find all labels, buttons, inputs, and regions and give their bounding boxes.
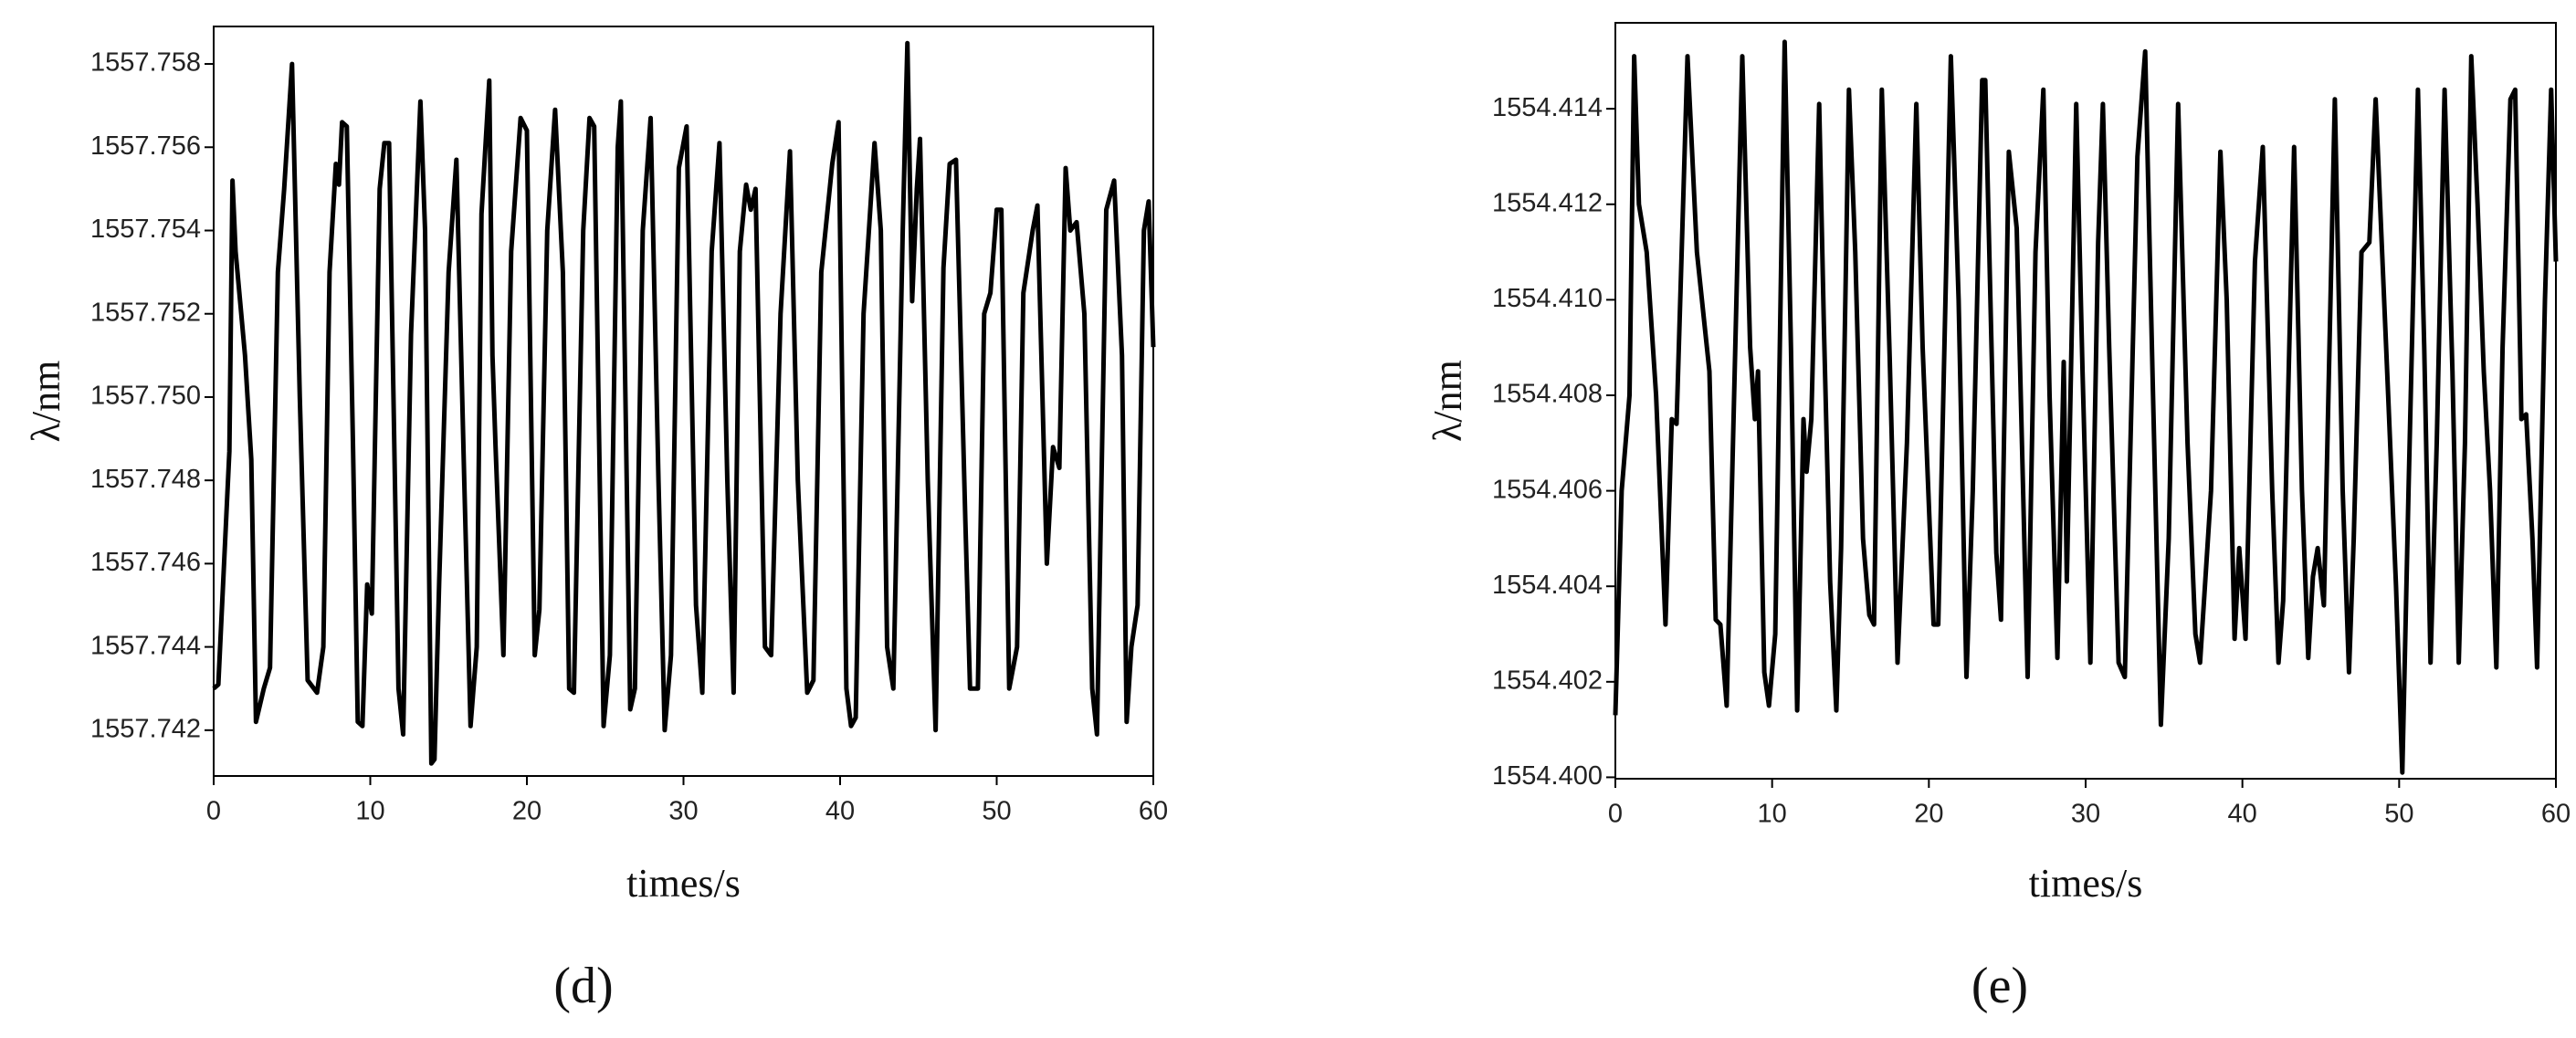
- x-tick-label: 0: [206, 797, 221, 826]
- x-tick-label: 30: [2071, 800, 2100, 829]
- x-tick-label: 40: [2228, 800, 2257, 829]
- x-tick-label: 0: [1608, 800, 1623, 829]
- y-tick-label: 1554.402: [1492, 666, 1603, 695]
- y-tick-label: 1554.408: [1492, 380, 1603, 409]
- y-tick-label: 1554.410: [1492, 284, 1603, 313]
- panel: 1557.742 1557.744 1557.746 1557.748 1557.750…: [24, 26, 1168, 1014]
- data-line: [1613, 39, 2559, 775]
- x-tick-label: 50: [2384, 800, 2413, 829]
- y-tick-label: 1557.748: [90, 465, 201, 494]
- x-tick-label: 60: [2541, 800, 2571, 829]
- x-axis-label: times/s: [626, 861, 741, 906]
- panel: 1554.400 1554.402 1554.404 1554.406 1554.408…: [1425, 22, 2571, 1014]
- y-tick-label: 1554.406: [1492, 475, 1603, 504]
- x-tick-label: 20: [1914, 800, 1943, 829]
- panel-label: (d): [553, 958, 613, 1014]
- panel-label: (e): [1971, 958, 2028, 1014]
- x-tick-label: 30: [668, 797, 698, 826]
- y-tick-label: 1557.742: [90, 714, 201, 743]
- y-tick-label: 1554.414: [1492, 93, 1603, 122]
- y-tick-label: 1557.744: [90, 631, 201, 660]
- x-tick-label: 60: [1139, 797, 1168, 826]
- y-axis-label: λ/nm: [1425, 360, 1470, 442]
- x-tick-label: 50: [982, 797, 1011, 826]
- x-axis-label: times/s: [2029, 861, 2143, 906]
- data-line: [212, 40, 1156, 766]
- y-tick-label: 1554.400: [1492, 761, 1603, 791]
- x-tick-label: 20: [512, 797, 541, 826]
- x-tick-label: 40: [825, 797, 855, 826]
- y-tick-label: 1554.412: [1492, 188, 1603, 217]
- y-tick-label: 1554.404: [1492, 571, 1603, 600]
- y-tick-label: 1557.746: [90, 548, 201, 577]
- y-axis-label: λ/nm: [24, 361, 68, 443]
- y-tick-label: 1557.756: [90, 131, 201, 161]
- x-tick-label: 10: [355, 797, 384, 826]
- y-tick-label: 1557.754: [90, 215, 201, 244]
- y-tick-label: 1557.752: [90, 298, 201, 327]
- y-tick-label: 1557.758: [90, 48, 201, 78]
- y-tick-label: 1557.750: [90, 382, 201, 411]
- x-tick-label: 10: [1758, 800, 1787, 829]
